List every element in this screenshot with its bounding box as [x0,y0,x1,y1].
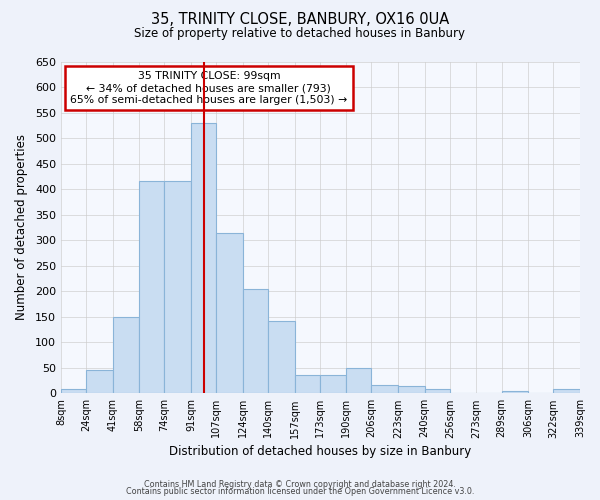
Bar [268,321,295,394]
Bar [371,385,398,394]
X-axis label: Distribution of detached houses by size in Banbury: Distribution of detached houses by size … [169,444,472,458]
Bar [295,376,320,394]
Bar [113,316,139,394]
Bar [553,389,580,394]
Bar [86,370,113,394]
Y-axis label: Number of detached properties: Number of detached properties [15,134,28,320]
Bar [425,389,450,394]
Bar [243,288,268,394]
Text: Contains public sector information licensed under the Open Government Licence v3: Contains public sector information licen… [126,488,474,496]
Bar [502,391,528,394]
Bar [61,389,86,394]
Text: 35, TRINITY CLOSE, BANBURY, OX16 0UA: 35, TRINITY CLOSE, BANBURY, OX16 0UA [151,12,449,28]
Bar [398,386,425,394]
Text: Contains HM Land Registry data © Crown copyright and database right 2024.: Contains HM Land Registry data © Crown c… [144,480,456,489]
Bar [320,376,346,394]
Bar [346,368,371,394]
Text: Size of property relative to detached houses in Banbury: Size of property relative to detached ho… [134,28,466,40]
Bar [191,123,216,394]
Bar [216,232,243,394]
Bar [139,182,164,394]
Text: 35 TRINITY CLOSE: 99sqm
← 34% of detached houses are smaller (793)
65% of semi-d: 35 TRINITY CLOSE: 99sqm ← 34% of detache… [70,72,347,104]
Bar [164,182,191,394]
